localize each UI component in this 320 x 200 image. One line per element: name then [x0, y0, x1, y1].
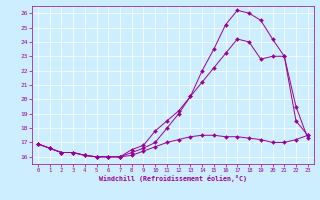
X-axis label: Windchill (Refroidissement éolien,°C): Windchill (Refroidissement éolien,°C) [99, 175, 247, 182]
